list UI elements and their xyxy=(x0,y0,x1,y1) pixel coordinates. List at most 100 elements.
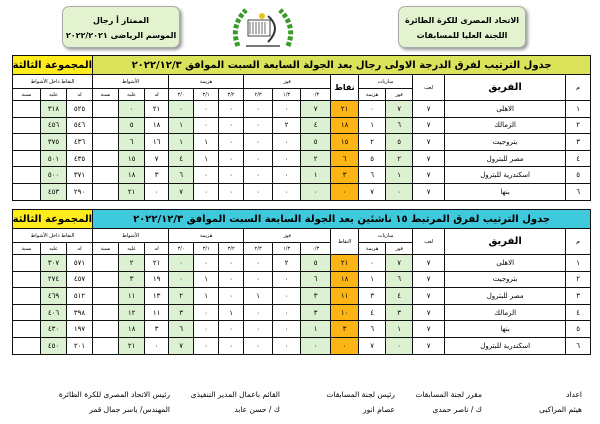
cell xyxy=(11,287,42,305)
federation-logo xyxy=(232,8,294,47)
col-w30: ٠/٣ xyxy=(300,242,332,255)
cell: ٢١ xyxy=(330,100,360,118)
cell: ٠ xyxy=(243,133,274,151)
cell: ٥ xyxy=(385,133,414,151)
table-row: ٢ بتروجيت ٧ ٦ ١ ١٨ ٦ ٠ ٠ ٠ ١ ٠ ١٩ ٣ ٤٥٧ ٢٧٤ xyxy=(11,270,592,289)
col-against: عليه xyxy=(40,242,68,255)
cell: ٠ xyxy=(272,182,302,201)
cell: ٥١٢ xyxy=(66,287,94,305)
table-row: ٤ مصر للبترول ٧ ٢ ٥ ٦ ٢ ٠ ٠ ٠ ١ ٤ ٧ ١٥ ٤٣٥ ٥٠١ xyxy=(11,149,592,168)
org-box: الاتحاد المصرى للكرة الطائرة اللجنة العل… xyxy=(398,6,526,48)
col-for: له xyxy=(66,88,94,101)
cell: ٧ xyxy=(412,270,446,289)
cell xyxy=(11,166,42,184)
cell: ٧ xyxy=(144,149,170,168)
cell: ٠ xyxy=(385,336,414,355)
cell: ٧ xyxy=(412,149,446,168)
cell: ٣٧١ xyxy=(66,166,94,184)
cell: ٠ xyxy=(243,166,274,184)
team-name: اسكندرية للبترول xyxy=(444,166,567,184)
cell: ٣ xyxy=(300,303,332,322)
cell: ٧ xyxy=(412,116,446,135)
cell: ٠ xyxy=(272,320,302,338)
cell: ٢١ xyxy=(118,336,146,355)
cell: ١ xyxy=(358,116,387,135)
team-name: الزمالك xyxy=(444,303,567,322)
cell: ٠ xyxy=(243,182,274,201)
cell: ٠ xyxy=(330,336,360,355)
cell xyxy=(92,270,120,289)
league-name: الممتاز أ رجال xyxy=(93,16,149,25)
team-name: بتروجيت xyxy=(444,270,567,289)
cell: ١٥ xyxy=(330,133,360,151)
col-for: له xyxy=(144,88,170,101)
col-for: له xyxy=(144,242,170,255)
cell: ٦ xyxy=(565,182,592,201)
cell: ١٨ xyxy=(118,320,146,338)
signature-block: رئيس لجنة المسابقات عصام انور xyxy=(326,387,395,417)
cell: ٠ xyxy=(193,116,220,135)
table-row: ٦ بنها ٧ ٠ ٧ ٠ ٠ ٠ ٠ ٠ ٠ ٧ ٠ ٢١ ٢٩٠ ٤٥٣ xyxy=(11,182,592,201)
cell: ٠ xyxy=(218,149,245,168)
cell: ٠ xyxy=(330,182,360,201)
cell: ٠ xyxy=(272,303,302,322)
cell: ٢ xyxy=(168,287,195,305)
signature-role: رئيس لجنة المسابقات xyxy=(326,390,395,399)
col-ratio: نسبة xyxy=(11,88,42,101)
cell: ٧ xyxy=(168,336,195,355)
cell: ٠ xyxy=(243,100,274,118)
cell: ٢ xyxy=(358,133,387,151)
cell: ٧ xyxy=(412,254,446,272)
cell: ١ xyxy=(565,254,592,272)
cell: ٤٥٠ xyxy=(40,336,68,355)
cell: ٦ xyxy=(168,320,195,338)
table-row: ٥ اسكندرية للبترول ٧ ١ ٦ ٣ ١ ٠ ٠ ٠ ٠ ٦ ٣ ١٨ ٣٧١ ٥٠٠ xyxy=(11,166,592,184)
col-l23: ٣/٢ xyxy=(218,88,245,101)
cell: ١ xyxy=(385,166,414,184)
cell: ٤٥٦ xyxy=(40,116,68,135)
cell: ١٨ xyxy=(330,270,360,289)
cell: ٠ xyxy=(243,270,274,289)
cell: ٥ xyxy=(118,116,146,135)
cell: ٣ xyxy=(330,166,360,184)
col-against: عليه xyxy=(118,88,146,101)
cell: ٠ xyxy=(168,254,195,272)
cell xyxy=(11,182,42,201)
col-matches: مباريات xyxy=(358,74,414,89)
col-win-group: فوز xyxy=(243,228,332,243)
cell: ٠ xyxy=(144,336,170,355)
cell: ٠ xyxy=(218,320,245,338)
cell xyxy=(92,182,120,201)
cell: ١ xyxy=(565,100,592,118)
cell: ٧ xyxy=(412,100,446,118)
cell: ٢ xyxy=(118,254,146,272)
team-name: بنها xyxy=(444,320,567,338)
cell: ١ xyxy=(243,287,274,305)
cell: ٥ xyxy=(300,254,332,272)
col-loss-group: هزيمة xyxy=(168,74,245,89)
cell: ٠ xyxy=(385,182,414,201)
cell: ١٨ xyxy=(144,116,170,135)
team-name: الاهلى xyxy=(444,100,567,118)
cell: ٧ xyxy=(412,303,446,322)
cell: ٠ xyxy=(218,270,245,289)
col-win: فوز xyxy=(385,242,414,255)
cell: ٠ xyxy=(243,320,274,338)
signature-block: القائم باعمال المدير التنفيذى ك / حسن عاب… xyxy=(191,387,280,417)
cell: ٠ xyxy=(243,116,274,135)
cell: ١٣ xyxy=(144,287,170,305)
table-row: ٢ الزمالك ٧ ٦ ١ ١٨ ٤ ٢ ٠ ٠ ٠ ١ ١٨ ٥ ٥٤٦ ٤٥٦ xyxy=(11,116,592,135)
cell: ١ xyxy=(385,320,414,338)
cell: ٤٣٦ xyxy=(66,133,94,151)
group-name: المجموعة الثالثة xyxy=(11,55,94,75)
signature-role: القائم باعمال المدير التنفيذى xyxy=(190,390,280,399)
cell xyxy=(92,303,120,322)
cell: ١١ xyxy=(144,303,170,322)
cell: ٤٦٩ xyxy=(40,287,68,305)
col-win-group: فوز xyxy=(243,74,332,89)
col-l13: ٣/١ xyxy=(193,88,220,101)
cell: ٣ xyxy=(358,287,387,305)
col-matches: مباريات xyxy=(358,228,414,243)
cell: ٠ xyxy=(358,100,387,118)
col-ratio: نسبة xyxy=(92,88,120,101)
